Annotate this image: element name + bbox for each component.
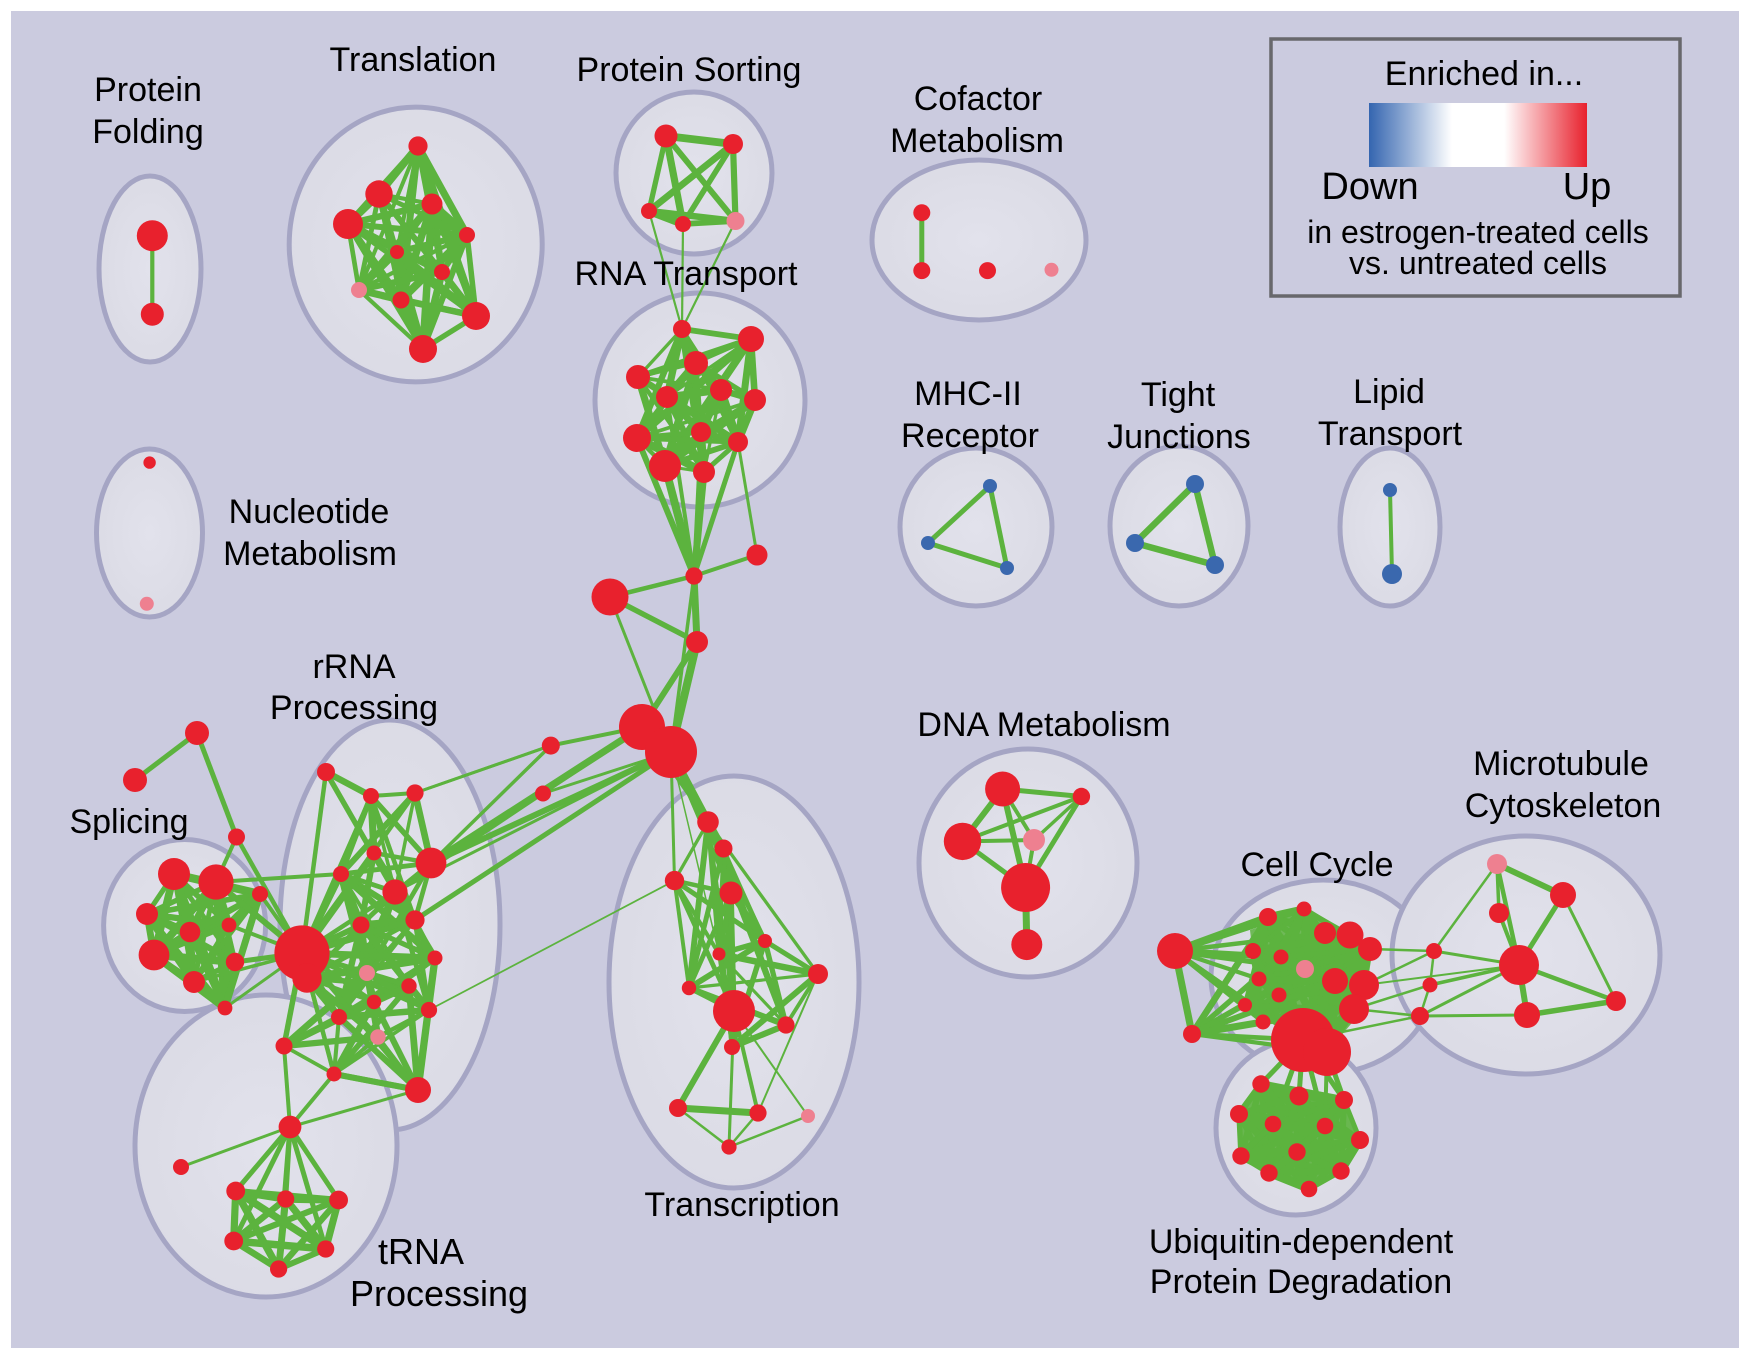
svg-text:Junctions: Junctions — [1107, 418, 1251, 456]
svg-text:Ubiquitin-dependent: Ubiquitin-dependent — [1149, 1223, 1454, 1261]
svg-text:Metabolism: Metabolism — [890, 122, 1064, 160]
svg-text:Receptor: Receptor — [901, 417, 1039, 455]
svg-text:Translation: Translation — [330, 41, 497, 79]
svg-text:Lipid: Lipid — [1353, 373, 1425, 411]
svg-text:Enriched in...: Enriched in... — [1385, 55, 1583, 93]
svg-text:Processing: Processing — [270, 689, 438, 727]
svg-text:RNA Transport: RNA Transport — [575, 255, 799, 293]
svg-text:Metabolism: Metabolism — [223, 535, 397, 573]
svg-text:Down: Down — [1321, 166, 1418, 208]
svg-text:Up: Up — [1563, 166, 1612, 208]
svg-text:tRNA: tRNA — [378, 1231, 464, 1272]
svg-text:Transcription: Transcription — [644, 1186, 839, 1224]
svg-text:Tight: Tight — [1141, 376, 1216, 414]
svg-text:Protein: Protein — [94, 71, 202, 109]
svg-text:MHC-II: MHC-II — [914, 375, 1022, 413]
svg-text:Cell Cycle: Cell Cycle — [1240, 846, 1393, 884]
svg-text:Microtubule: Microtubule — [1473, 745, 1649, 783]
svg-text:Cofactor: Cofactor — [914, 80, 1043, 118]
svg-text:rRNA: rRNA — [312, 648, 395, 686]
svg-text:Folding: Folding — [92, 113, 204, 151]
svg-text:Nucleotide: Nucleotide — [229, 493, 390, 531]
svg-text:in estrogen-treated cells: in estrogen-treated cells — [1307, 214, 1649, 250]
svg-text:Processing: Processing — [350, 1273, 528, 1314]
svg-text:Cytoskeleton: Cytoskeleton — [1465, 787, 1662, 825]
svg-text:DNA Metabolism: DNA Metabolism — [917, 706, 1170, 744]
svg-text:Transport: Transport — [1318, 415, 1463, 453]
svg-text:vs. untreated cells: vs. untreated cells — [1349, 245, 1607, 281]
svg-text:Protein Sorting: Protein Sorting — [577, 51, 802, 89]
svg-text:Splicing: Splicing — [69, 803, 188, 841]
svg-text:Protein Degradation: Protein Degradation — [1150, 1263, 1452, 1301]
